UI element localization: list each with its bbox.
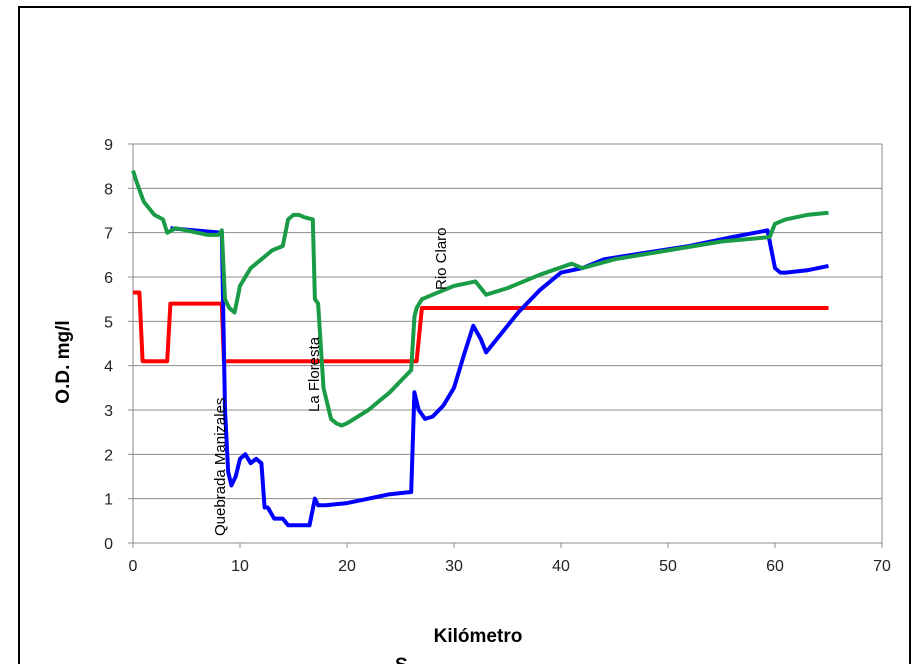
chart-frame [18, 6, 911, 664]
x-tick-label: 20 [338, 558, 356, 575]
y-tick-label: 1 [104, 492, 113, 509]
y-tick-label: 9 [104, 137, 113, 154]
y-tick-label: 6 [104, 270, 113, 287]
y-tick-label: 5 [104, 314, 113, 331]
x-axis-title: Kilómetro [434, 626, 523, 647]
annotation-la-floresta: La Floresta [306, 336, 323, 412]
y-tick-label: 4 [104, 359, 113, 376]
x-tick-label: 60 [766, 558, 784, 575]
x-tick-label: 30 [445, 558, 463, 575]
series-line-0 [133, 290, 829, 364]
series-line-2 [131, 169, 829, 428]
x-tick-label: 70 [873, 558, 891, 575]
x-tick-label: 10 [231, 558, 249, 575]
y-tick-label: 0 [104, 536, 113, 553]
series-lines [131, 169, 829, 528]
gridlines [133, 143, 883, 543]
x-tick-label: 40 [552, 558, 570, 575]
y-tick-label: 2 [104, 447, 113, 464]
annotation-rio-claro: Rio Claro [433, 227, 450, 290]
annotation-quebrada-manizales: Quebrada Manizales [212, 398, 229, 536]
tick-labels: 0 1 2 3 4 5 6 7 8 9 0 10 20 30 40 50 60 70 [104, 137, 891, 575]
y-axis-title: O.D. mg/l [53, 320, 74, 403]
y-tick-label: 8 [104, 181, 113, 198]
x-tick-label: 50 [659, 558, 677, 575]
y-tick-label: 7 [104, 226, 113, 243]
series-line-1 [170, 226, 829, 528]
y-tick-label: 3 [104, 403, 113, 420]
cut-off-text: S [395, 656, 417, 664]
x-tick-label: 0 [129, 558, 138, 575]
axes [128, 143, 883, 548]
